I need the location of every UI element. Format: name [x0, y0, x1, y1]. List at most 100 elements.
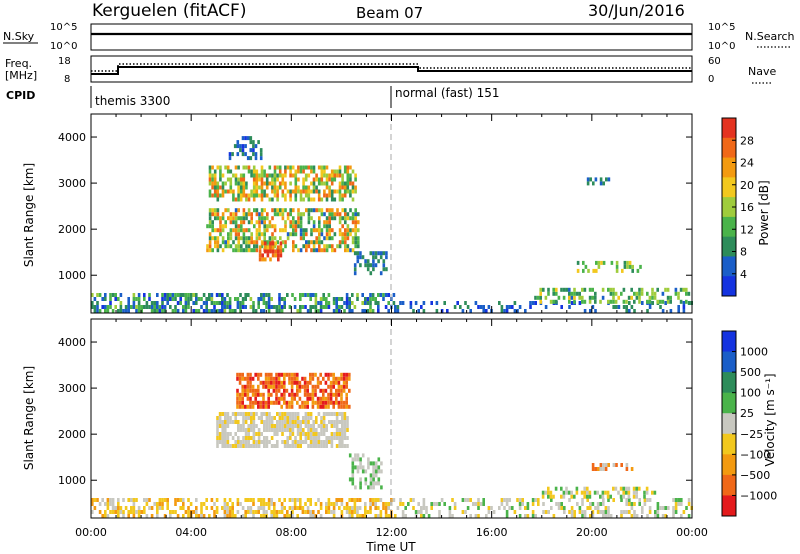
data-cell [552, 494, 555, 499]
data-cell [338, 436, 341, 440]
data-cell [237, 232, 240, 237]
data-cell [250, 248, 253, 253]
data-cell [169, 510, 172, 514]
data-cell [319, 372, 322, 377]
data-cell [305, 228, 308, 233]
data-cell [249, 380, 252, 385]
data-cell [303, 384, 307, 389]
data-cell [260, 244, 264, 249]
data-cell [420, 506, 423, 510]
data-cell [224, 420, 227, 424]
data-cell [591, 305, 595, 309]
data-cell [602, 502, 605, 506]
data-cell [276, 240, 279, 245]
data-cell [274, 253, 277, 258]
data-cell [358, 498, 362, 502]
data-cell [361, 514, 364, 518]
data-cell [346, 228, 350, 233]
data-cell [591, 295, 594, 300]
data-cell [396, 309, 400, 313]
data-cell [374, 301, 377, 305]
data-cell [187, 297, 190, 301]
data-cell [218, 301, 221, 305]
data-cell [581, 287, 584, 292]
data-cell [264, 241, 267, 246]
data-cell [289, 436, 292, 440]
data-cell [425, 506, 428, 510]
data-cell [372, 485, 375, 490]
data-cell [315, 440, 318, 444]
data-cell [409, 301, 413, 305]
data-cell [267, 309, 271, 313]
data-cell [277, 388, 281, 393]
data-cell [122, 309, 125, 313]
data-cell [278, 416, 282, 420]
data-cell [236, 396, 239, 401]
data-cell [284, 197, 287, 202]
data-cell [246, 404, 250, 409]
data-cell [364, 259, 367, 264]
data-cell [653, 490, 657, 495]
data-cell [221, 248, 225, 253]
colorbar-tick-label: 24 [740, 157, 754, 170]
data-cell [338, 228, 342, 233]
data-cell [648, 510, 652, 514]
data-cell [682, 287, 685, 292]
data-cell [304, 173, 308, 178]
data-cell [338, 169, 342, 174]
data-cell [255, 248, 259, 253]
data-cell [254, 400, 257, 405]
data-cell [216, 420, 219, 424]
data-cell [280, 502, 284, 506]
data-cell [526, 502, 530, 506]
data-cell [240, 244, 243, 249]
data-cell [237, 412, 240, 416]
data-cell [369, 498, 372, 502]
data-cell [324, 388, 328, 393]
data-cell [221, 444, 224, 448]
colorbar-frame [721, 330, 737, 517]
data-cell [589, 309, 592, 313]
data-cell [469, 309, 472, 313]
data-cell [91, 293, 94, 297]
data-cell [148, 498, 151, 502]
data-cell [226, 293, 229, 297]
data-cell [372, 267, 375, 272]
data-cell [148, 305, 151, 309]
data-cell [237, 165, 240, 170]
data-cell [244, 293, 247, 297]
data-cell [276, 208, 279, 213]
data-cell [270, 384, 273, 389]
data-cell [335, 502, 338, 506]
data-cell [319, 388, 322, 393]
data-cell [137, 293, 141, 297]
data-cell [307, 412, 310, 416]
data-cell [271, 236, 274, 241]
data-cell [227, 208, 230, 213]
data-cell [236, 502, 240, 506]
data-cell [560, 486, 563, 491]
data-cell [306, 293, 310, 297]
data-cell [369, 309, 372, 313]
data-cell [111, 309, 115, 313]
data-cell [93, 305, 97, 309]
data-cell [372, 465, 375, 470]
data-cell [281, 228, 285, 233]
data-cell [638, 287, 641, 292]
data-cell [275, 305, 279, 309]
data-cell [262, 293, 266, 297]
data-cell [661, 514, 665, 518]
data-cell [270, 514, 273, 518]
data-cell [601, 490, 605, 495]
data-cell [289, 212, 292, 217]
data-cell [333, 424, 336, 428]
data-cell [277, 376, 281, 381]
data-cell [638, 291, 641, 296]
data-cell [586, 181, 590, 186]
data-cell [296, 444, 300, 448]
data-cell [591, 287, 594, 292]
data-cell [327, 293, 331, 297]
data-cell [179, 301, 182, 305]
data-cell [258, 249, 262, 254]
